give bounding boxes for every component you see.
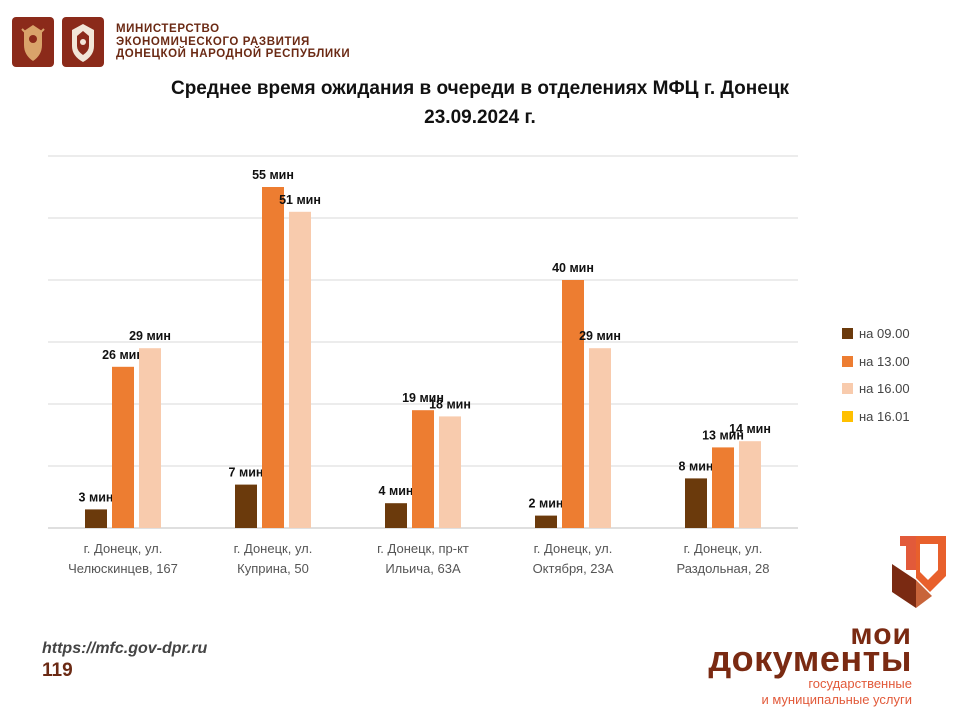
- data-label: 7 мин: [229, 466, 264, 480]
- bar: [739, 441, 761, 528]
- brand-word-moi: мои: [850, 618, 912, 651]
- website-link[interactable]: https://mfc.gov-dpr.ru: [42, 640, 208, 657]
- category-label: Октября, 23А: [533, 561, 614, 576]
- data-label: 29 мин: [129, 329, 171, 343]
- legend: на 09.00 на 13.00 на 16.00 на 16.01: [842, 320, 910, 430]
- page-code: 119: [42, 660, 73, 681]
- bar: [385, 503, 407, 528]
- data-label: 14 мин: [729, 422, 771, 436]
- ministry-line: ЭКОНОМИЧЕСКОГО РАЗВИТИЯ: [116, 35, 310, 48]
- dpr-coat-of-arms-icon: [62, 17, 104, 67]
- ministry-line: МИНИСТЕРСТВО: [116, 23, 220, 36]
- data-label: 2 мин: [529, 497, 564, 511]
- legend-swatch: [842, 328, 853, 340]
- bar: [562, 280, 584, 528]
- bar: [262, 187, 284, 528]
- bar: [235, 484, 257, 528]
- category-label: г. Донецк, ул.: [684, 541, 763, 556]
- data-label: 51 мин: [279, 193, 321, 207]
- data-label: 8 мин: [679, 459, 714, 473]
- legend-item: на 09.00: [842, 320, 910, 348]
- brand-tagline-2: и муниципальные услуги: [761, 692, 912, 707]
- header: МИНИСТЕРСТВО ЭКОНОМИЧЕСКОГО РАЗВИТИЯ ДОН…: [12, 14, 350, 70]
- data-label: 26 мин: [102, 348, 144, 362]
- category-label: Раздольная, 28: [676, 561, 769, 576]
- brand-word-dokumenty: документы: [708, 638, 912, 679]
- brand-tagline-1: государственные: [808, 676, 912, 691]
- bar: [85, 509, 107, 528]
- category-label: г. Донецк, ул.: [84, 541, 163, 556]
- legend-swatch: [842, 355, 853, 367]
- bar: [685, 478, 707, 528]
- bar: [535, 515, 557, 528]
- category-label: Челюскинцев, 167: [68, 561, 178, 576]
- data-label: 19 мин: [402, 391, 444, 405]
- russia-coat-of-arms-icon: [12, 17, 54, 67]
- data-label: 18 мин: [429, 397, 471, 411]
- chart-subtitle: 23.09.2024 г.: [424, 107, 536, 128]
- legend-swatch: [842, 383, 853, 395]
- bar: [712, 447, 734, 528]
- data-label: 13 мин: [702, 428, 744, 442]
- bar: [139, 348, 161, 528]
- data-label: 55 мин: [252, 168, 294, 182]
- data-label: 40 мин: [552, 261, 594, 275]
- legend-label: на 09.00: [859, 326, 910, 342]
- category-label: Ильича, 63А: [385, 561, 461, 576]
- legend-label: на 13.00: [859, 353, 910, 369]
- legend-label: на 16.01: [859, 408, 910, 424]
- legend-item: на 16.01: [842, 403, 910, 431]
- bar: [589, 348, 611, 528]
- category-label: г. Донецк, ул.: [234, 541, 313, 556]
- brand-mark-icon: [892, 536, 946, 608]
- legend-label: на 16.00: [859, 381, 910, 397]
- bar: [412, 410, 434, 528]
- bar: [112, 366, 134, 528]
- chart-title: Среднее время ожидания в очереди в отдел…: [170, 78, 790, 99]
- category-label: Куприна, 50: [237, 561, 309, 576]
- bar: [289, 211, 311, 529]
- data-label: 4 мин: [379, 484, 414, 498]
- category-label: г. Донецк, пр-кт: [377, 541, 469, 556]
- data-label: 3 мин: [79, 490, 114, 504]
- category-label: г. Донецк, ул.: [534, 541, 613, 556]
- legend-swatch: [842, 410, 853, 422]
- data-label: 29 мин: [579, 329, 621, 343]
- bar: [439, 416, 461, 528]
- moi-dokumenty-logo: мои документы государственные и муниципа…: [708, 530, 950, 710]
- legend-item: на 16.00: [842, 375, 910, 403]
- ministry-name: МИНИСТЕРСТВО ЭКОНОМИЧЕСКОГО РАЗВИТИЯ ДОН…: [116, 23, 350, 61]
- ministry-line: ДОНЕЦКОЙ НАРОДНОЙ РЕСПУБЛИКИ: [116, 48, 351, 61]
- legend-item: на 13.00: [842, 348, 910, 376]
